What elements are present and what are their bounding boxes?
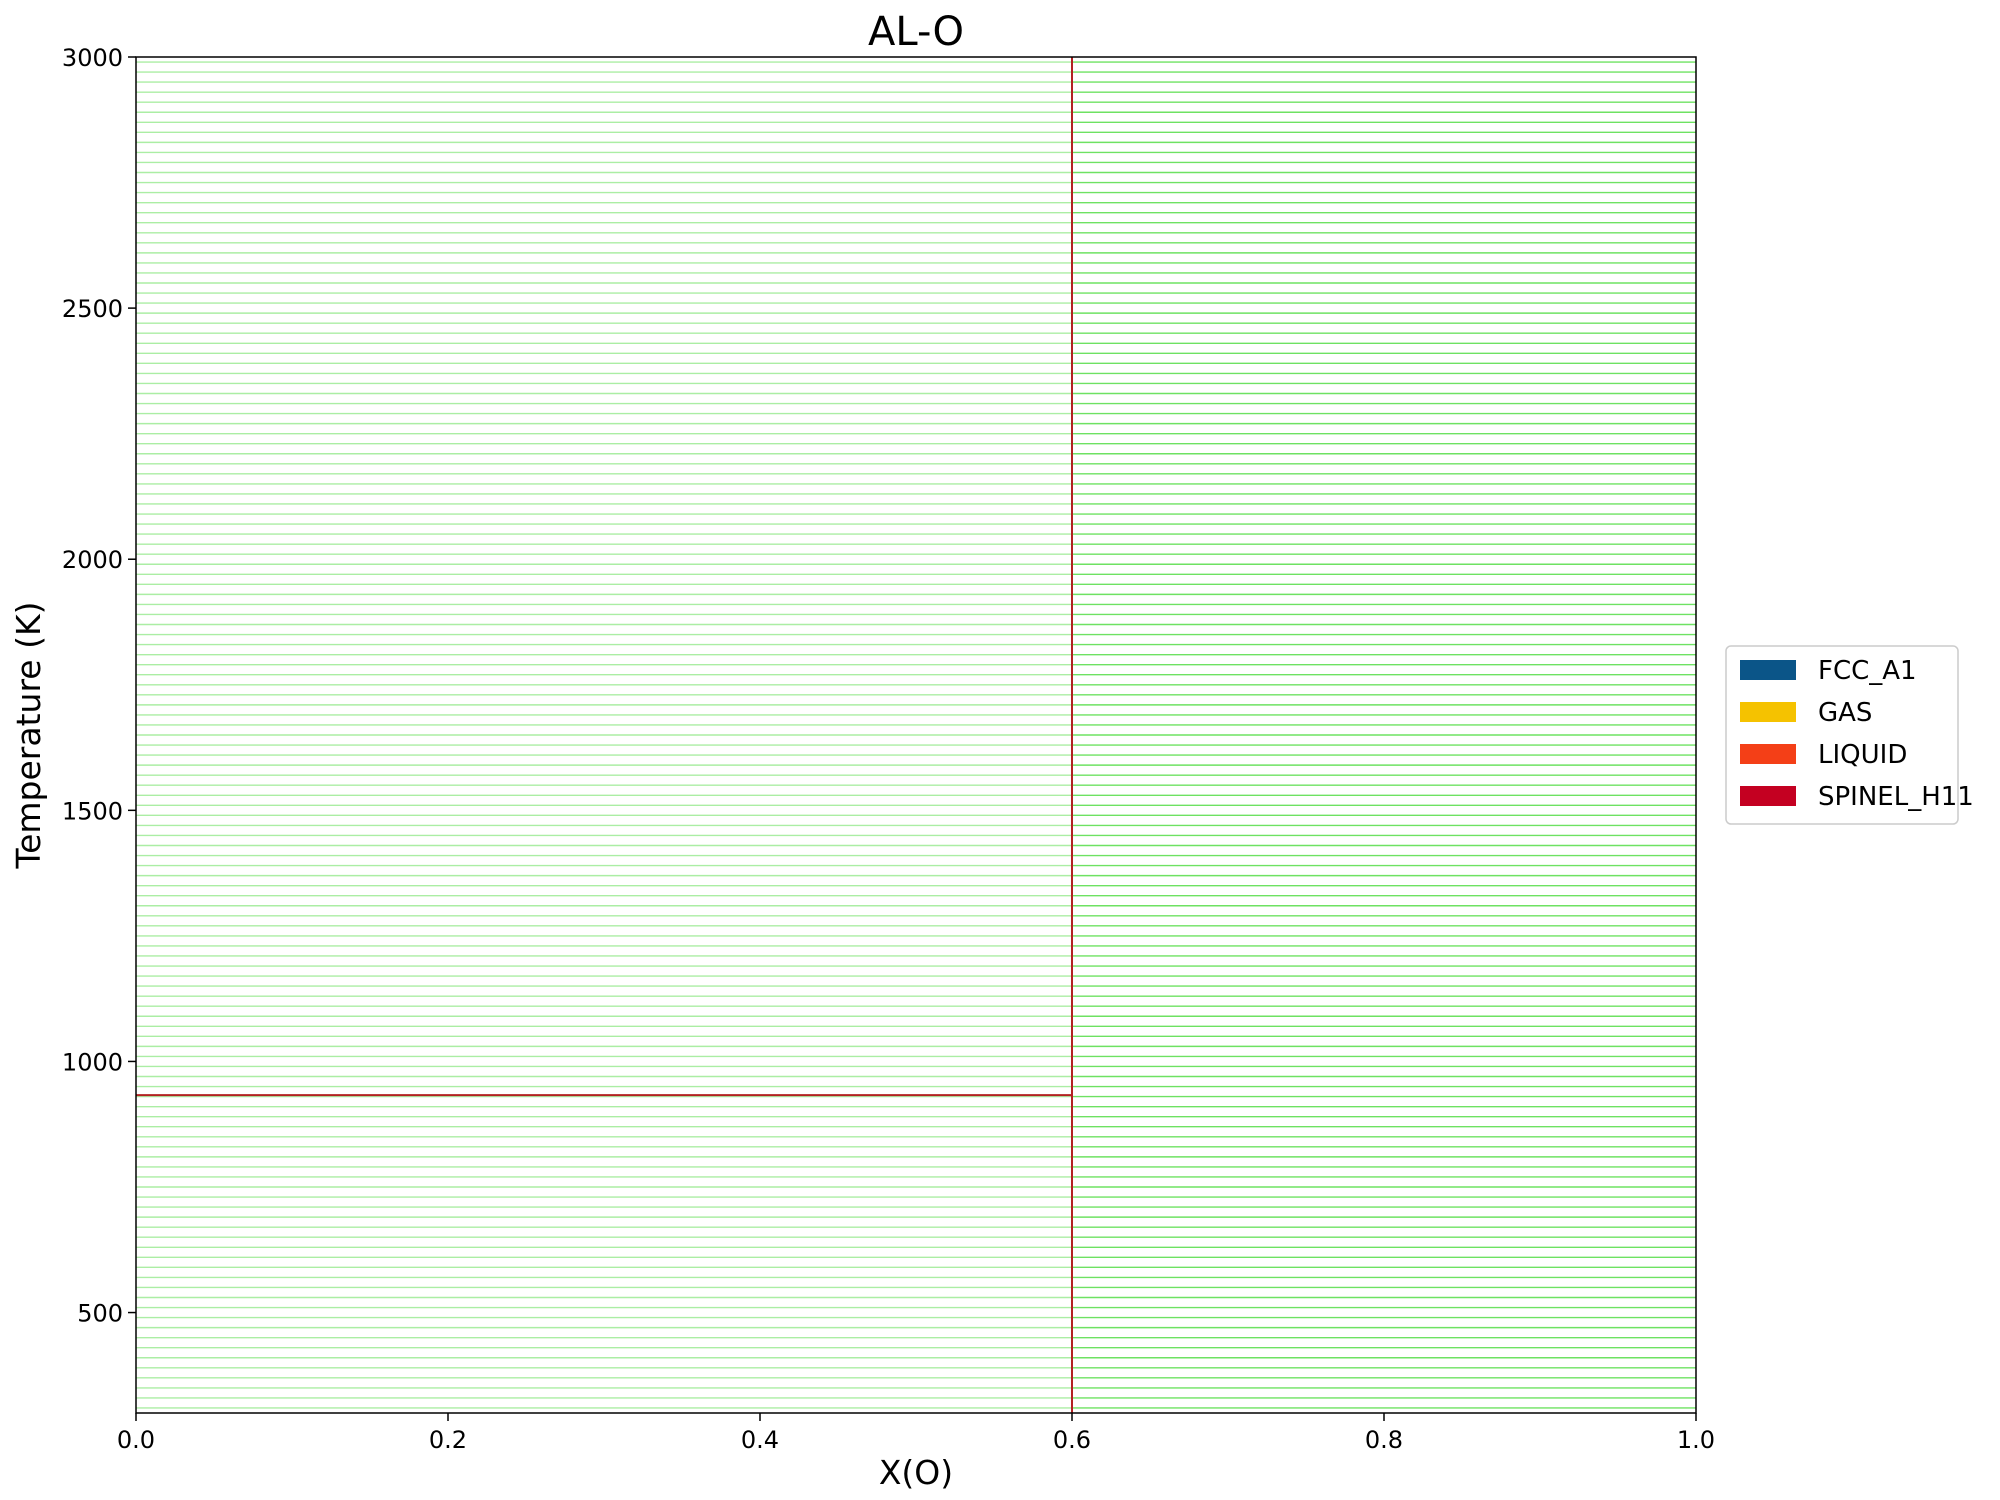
legend-label-spinel_h11: SPINEL_H11 <box>1818 782 1974 812</box>
legend-swatch-fcc_a1 <box>1740 660 1796 680</box>
y-axis-label: Temperature (K) <box>9 602 48 870</box>
y-tick-label: 500 <box>77 1300 123 1328</box>
y-tick-label: 2500 <box>62 295 123 323</box>
plot-frame <box>135 56 1697 1414</box>
y-tick-label: 3000 <box>62 44 123 72</box>
legend-label-liquid: LIQUID <box>1818 740 1907 770</box>
tieline-group <box>136 61 1696 1409</box>
x-tick-label: 0.8 <box>1365 1426 1403 1454</box>
legend-frame <box>1725 645 1959 825</box>
legend-swatch-gas <box>1740 702 1796 722</box>
legend-label-fcc_a1: FCC_A1 <box>1818 656 1917 686</box>
x-tick-label: 1.0 <box>1677 1426 1715 1454</box>
x-tick-label: 0.4 <box>741 1426 779 1454</box>
x-tick-label: 0.0 <box>117 1426 155 1454</box>
x-tick-label: 0.6 <box>1053 1426 1091 1454</box>
y-tick-label: 1500 <box>62 797 123 825</box>
y-axis-ticks: 500 1000 1500 2000 2500 3000 <box>62 44 136 1328</box>
chart-title: AL-O <box>868 9 964 55</box>
y-tick-label: 1000 <box>62 1048 123 1076</box>
phase-boundary-group <box>136 57 1073 1413</box>
x-axis-ticks: 0.0 0.2 0.4 0.6 0.8 1.0 <box>117 1413 1715 1454</box>
legend-label-gas: GAS <box>1818 698 1872 728</box>
x-axis-label: X(O) <box>879 1453 953 1492</box>
legend-swatch-spinel_h11 <box>1740 786 1796 806</box>
x-tick-label: 0.2 <box>429 1426 467 1454</box>
legend-swatch-liquid <box>1740 744 1796 764</box>
y-tick-label: 2000 <box>62 546 123 574</box>
legend: FCC_A1 GAS LIQUID SPINEL_H11 <box>1725 645 1974 825</box>
